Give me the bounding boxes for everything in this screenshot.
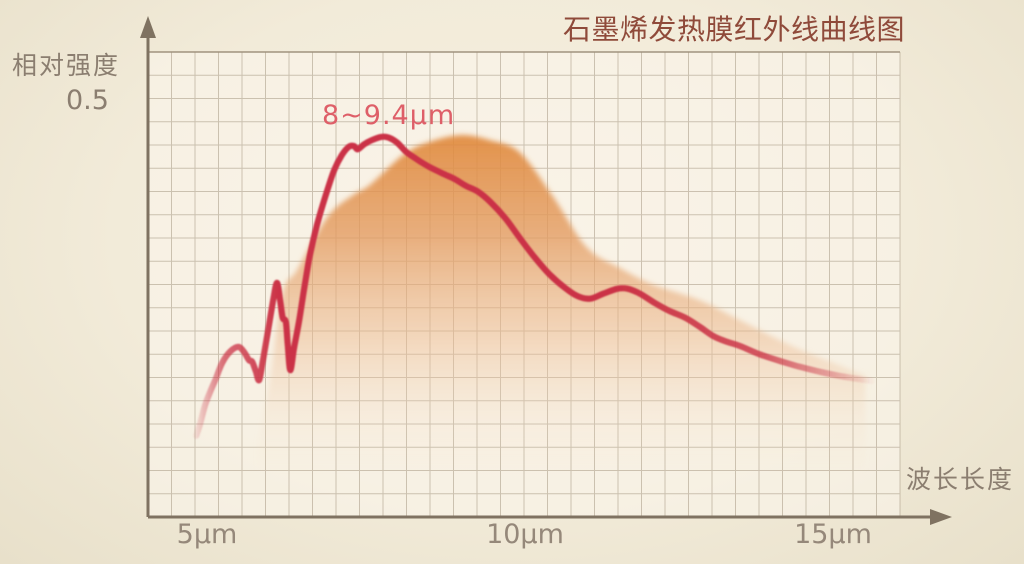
y-axis-label: 相对强度 <box>12 51 121 80</box>
x-tick-15um: 15μm <box>794 519 872 550</box>
peak-range-annotation: 8~9.4μm <box>322 100 456 131</box>
intensity-curve <box>193 133 876 439</box>
radiation-area <box>257 135 866 470</box>
y-axis-arrow <box>140 16 156 38</box>
x-axis-label: 波长长度 <box>906 465 1015 494</box>
y-tick-label: 0.5 <box>66 85 109 116</box>
x-axis-arrow <box>930 509 952 525</box>
x-tick-10um: 10μm <box>486 519 564 550</box>
chart-title: 石墨烯发热膜红外线曲线图 <box>563 13 906 46</box>
x-tick-5um: 5μm <box>176 519 238 550</box>
axes <box>140 16 952 525</box>
